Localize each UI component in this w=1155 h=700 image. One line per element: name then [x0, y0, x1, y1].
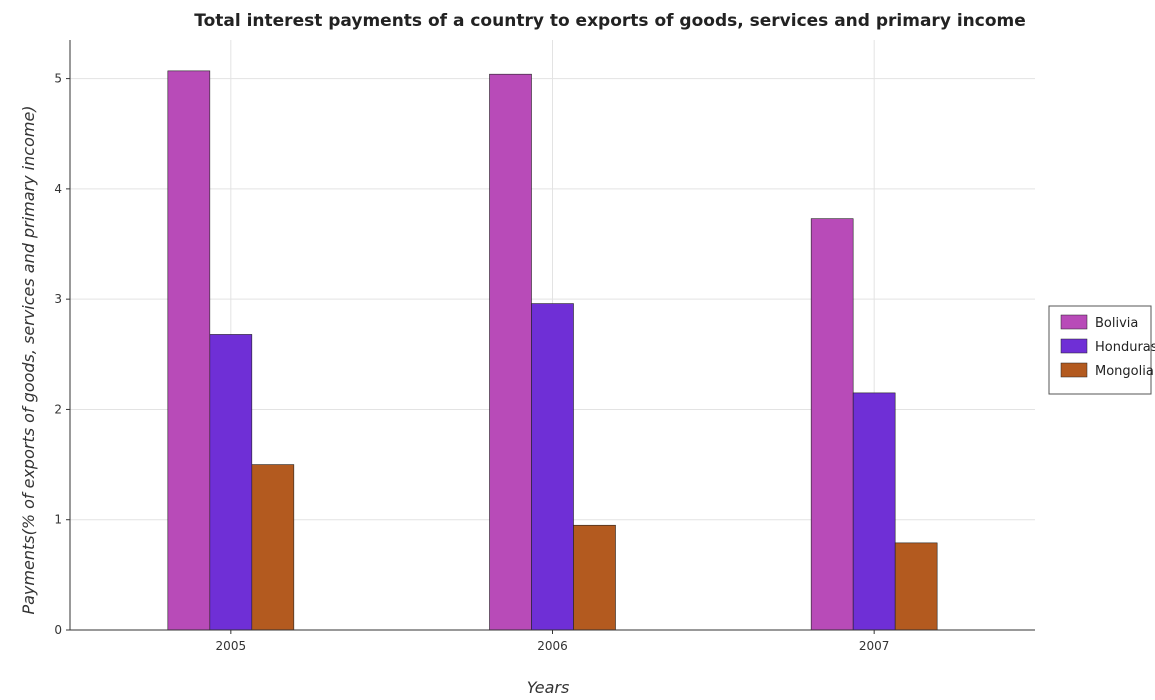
- bars: [167, 70, 938, 631]
- bar-honduras-2007: [852, 392, 896, 631]
- bar-mongolia-2006: [573, 524, 616, 631]
- y-tick-label: 3: [54, 292, 62, 306]
- y-tick-label: 5: [54, 72, 62, 86]
- legend-label-mongolia: Mongolia: [1095, 364, 1154, 379]
- legend-label-bolivia: Bolivia: [1095, 316, 1138, 331]
- bar-mongolia-2005: [251, 464, 295, 631]
- axes: 0 1 2 3 4 5 2005 2006 2007: [54, 40, 1035, 653]
- y-tick-label: 0: [54, 623, 62, 637]
- x-axis-label: Years: [527, 678, 570, 697]
- chart-title: Total interest payments of a country to …: [194, 11, 1026, 31]
- bar-honduras-2006: [531, 303, 574, 631]
- x-tick-label: 2006: [537, 639, 568, 653]
- legend-label-honduras: Honduras: [1095, 340, 1155, 355]
- bar-bolivia-2005: [167, 70, 211, 631]
- y-tick-label: 4: [54, 182, 62, 196]
- x-tick-label: 2005: [216, 639, 247, 653]
- legend-swatch-bolivia: [1060, 314, 1088, 330]
- bar-bolivia-2007: [810, 218, 854, 631]
- y-tick-label: 1: [54, 513, 62, 527]
- bar-honduras-2005: [209, 334, 253, 631]
- x-tick-label: 2007: [859, 639, 890, 653]
- bar-bolivia-2006: [489, 73, 532, 631]
- legend-swatch-mongolia: [1060, 362, 1088, 378]
- y-axis-label: Payments(% of exports of goods, services…: [19, 105, 38, 614]
- legend-swatch-honduras: [1060, 338, 1088, 354]
- legend: Bolivia Honduras Mongolia: [1048, 305, 1155, 395]
- bar-mongolia-2007: [894, 542, 938, 631]
- y-tick-label: 2: [54, 402, 62, 416]
